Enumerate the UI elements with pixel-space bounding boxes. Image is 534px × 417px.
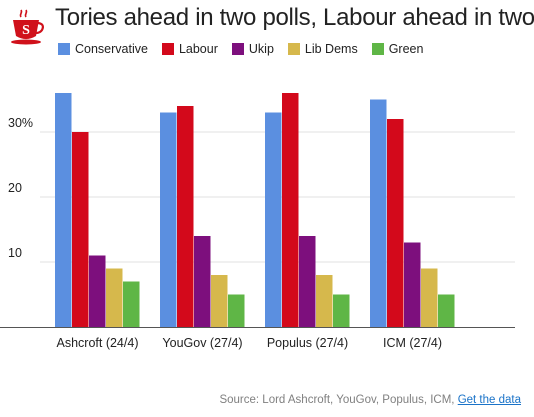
legend-label: Ukip — [248, 42, 274, 56]
legend: Conservative Labour Ukip Lib Dems Green — [58, 41, 437, 57]
x-tick-label: ICM (27/4) — [383, 336, 442, 350]
bar — [421, 268, 438, 327]
teacup-logo-icon: S — [11, 9, 44, 45]
bar — [55, 93, 72, 327]
legend-item: Green — [371, 42, 424, 56]
bar — [299, 236, 316, 327]
bar — [177, 106, 194, 327]
legend-item: Ukip — [231, 42, 274, 56]
bar — [316, 275, 333, 327]
legend-label: Green — [388, 42, 424, 56]
bar — [438, 294, 455, 327]
chart-title: Tories ahead in two polls, Labour ahead … — [55, 4, 534, 31]
legend-item: Labour — [161, 42, 218, 56]
bar-chart: 10 20 30% Ashcroft (24/4) YouGov (27/4) Popul… — [0, 93, 515, 350]
legend-label: Labour — [178, 42, 218, 56]
x-tick-label: Ashcroft (24/4) — [57, 336, 139, 350]
bar — [89, 255, 106, 327]
bar — [211, 275, 228, 327]
legend-swatch — [58, 43, 70, 55]
y-tick-label: 10 — [8, 246, 22, 260]
source-line: Source: Lord Ashcroft, YouGov, Populus, … — [219, 394, 521, 406]
bar — [72, 132, 89, 327]
get-the-data-link[interactable]: Get the data — [457, 394, 521, 406]
legend-swatch — [371, 43, 384, 55]
bar — [106, 268, 123, 327]
y-tick-label: 30% — [8, 116, 33, 130]
logo-letter: S — [22, 23, 30, 38]
legend-item: Lib Dems — [287, 42, 358, 56]
bar — [282, 93, 299, 327]
legend-swatch — [231, 43, 244, 55]
bar — [333, 294, 350, 327]
bar — [194, 236, 211, 327]
x-tick-label: YouGov (27/4) — [162, 336, 242, 350]
bar — [370, 99, 387, 327]
legend-swatch — [161, 43, 174, 55]
bar — [387, 119, 404, 327]
bar — [404, 242, 421, 327]
bar — [265, 112, 282, 327]
y-tick-label: 20 — [8, 181, 22, 195]
bar — [228, 294, 245, 327]
x-tick-label: Populus (27/4) — [267, 336, 348, 350]
bar — [123, 281, 140, 327]
bar — [160, 112, 177, 327]
legend-item: Conservative — [58, 42, 148, 56]
legend-label: Lib Dems — [304, 42, 358, 56]
source-text: Source: Lord Ashcroft, YouGov, Populus, … — [219, 394, 455, 406]
legend-swatch — [287, 43, 300, 55]
legend-label: Conservative — [75, 42, 148, 56]
